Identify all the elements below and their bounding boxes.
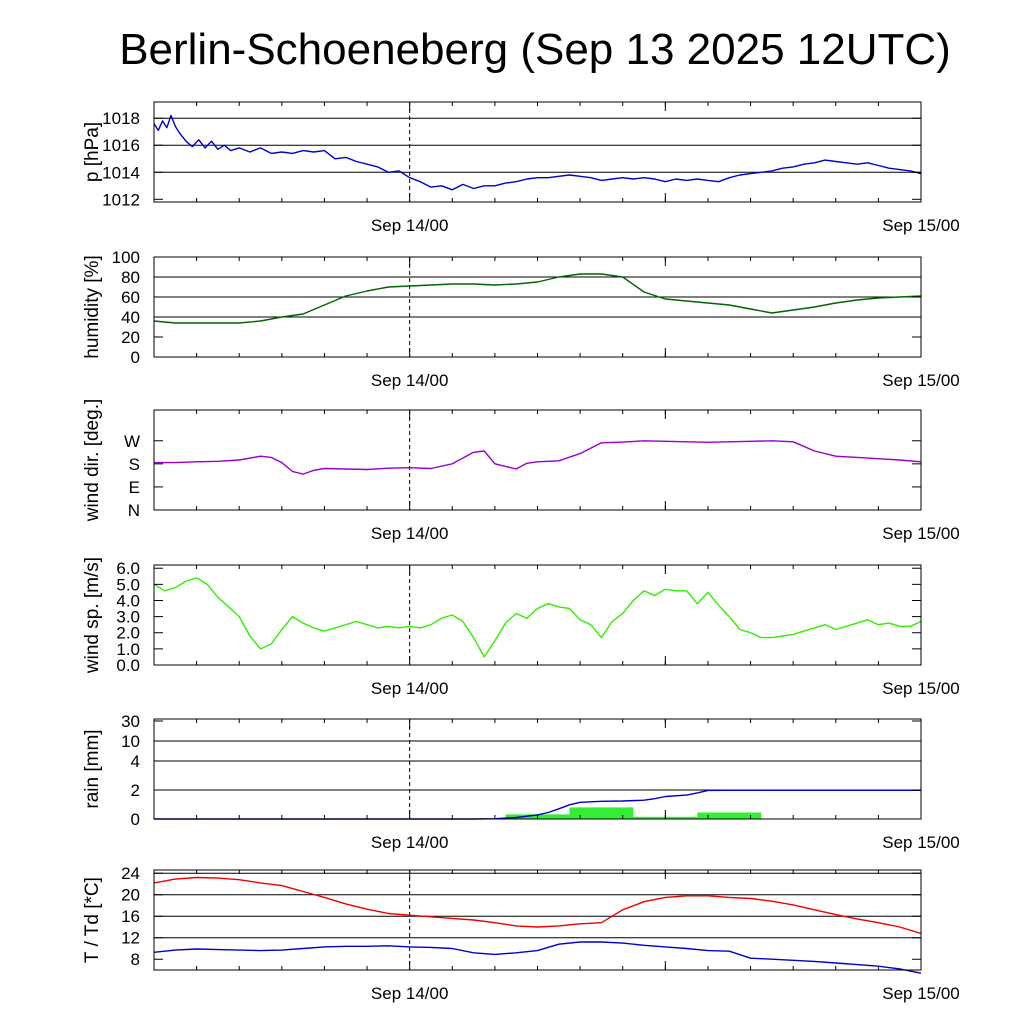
wind_direction-ylabel: wind dir. [deg.] [82, 399, 103, 523]
pressure-ytick-label: 1012 [102, 190, 140, 209]
humidity-ylabel: humidity [%] [82, 255, 103, 358]
wind-speed-panel: 0.01.02.03.04.05.06.0 Sep 14/00 Sep 15/00 w… [82, 557, 960, 698]
rain-bar-3 [697, 812, 762, 819]
temperature-series-td [153, 941, 922, 974]
pressure-panel: 1012 1014 1016 1018 Sep 14/00 Sep 15/00 p [hPa… [82, 101, 960, 235]
wind_direction-xtick-label: Sep 14/00 [371, 524, 449, 543]
wind_speed-ytick-label: 6.0 [116, 559, 140, 578]
humidity-ytick-label: 60 [121, 288, 140, 307]
rain-ytick-label: 30 [121, 712, 140, 731]
humidity-ytick-label: 0 [131, 348, 140, 367]
wind_direction-ytick-label: W [124, 432, 140, 451]
rain-ytick-label: 0 [131, 810, 140, 829]
wind_speed-ytick-label: 2.0 [116, 624, 140, 643]
humidity-plot-frame [153, 256, 922, 358]
wind_speed-ytick-label: 1.0 [116, 640, 140, 659]
rain-series-0 [154, 789, 921, 820]
pressure-series-0 [153, 114, 922, 191]
temperature-ytick-label: 20 [121, 886, 140, 905]
rain-xtick-label: Sep 14/00 [371, 833, 449, 852]
temperature-ytick-label: 16 [121, 907, 140, 926]
humidity-series-0 [153, 273, 922, 324]
wind_speed-xtick-label: Sep 14/00 [371, 679, 449, 698]
wind_speed-ylabel: wind sp. [m/s] [82, 557, 103, 674]
temperature-ylabel: T / Td [*C] [82, 877, 103, 963]
rain-ytick-label: 4 [131, 752, 140, 771]
pressure-ylabel: p [hPa] [82, 122, 103, 182]
humidity-ytick-label: 20 [121, 328, 140, 347]
wind_speed-series-0 [153, 577, 922, 658]
wind_speed-ytick-label: 5.0 [116, 575, 140, 594]
pressure-xtick-label: Sep 15/00 [882, 216, 960, 235]
wind_direction-ytick-label: E [129, 478, 140, 497]
temperature-xtick-label: Sep 14/00 [371, 984, 449, 1003]
humidity-ytick-label: 100 [112, 248, 140, 267]
temperature-panel: 8 12 16 20 24 Sep 14/00 Sep 15/00 T / Td [*C] [82, 864, 960, 1003]
rain-xtick-label: Sep 15/00 [882, 833, 960, 852]
page-title: Berlin-Schoeneberg (Sep 13 2025 12UTC) [119, 25, 951, 74]
pressure-ytick-label: 1014 [102, 163, 140, 182]
temperature-ytick-label: 8 [131, 950, 140, 969]
temperature-plot-frame [153, 869, 922, 971]
wind_direction-xtick-label: Sep 15/00 [882, 524, 960, 543]
rain-plot-frame [153, 718, 922, 820]
wind_speed-ytick-label: 0.0 [116, 656, 140, 675]
rain-bar-1 [569, 807, 634, 819]
pressure-ytick-label: 1016 [102, 136, 140, 155]
temperature-xtick-label: Sep 15/00 [882, 984, 960, 1003]
humidity-xtick-label: Sep 14/00 [371, 371, 449, 390]
wind_speed-ytick-label: 3.0 [116, 608, 140, 627]
wind_direction-plot-frame [153, 409, 922, 511]
humidity-ytick-label: 40 [121, 308, 140, 327]
humidity-ytick-label: 80 [121, 268, 140, 287]
rain-ytick-label: 10 [121, 732, 140, 751]
pressure-xtick-label: Sep 14/00 [371, 216, 449, 235]
wind_direction-ytick-label: N [128, 501, 140, 520]
wind_direction-series-0 [154, 440, 922, 475]
rain-ytick-label: 2 [131, 781, 140, 800]
temperature-ytick-label: 24 [121, 864, 140, 883]
rain-ylabel: rain [mm] [82, 729, 103, 808]
temperature-ytick-label: 12 [121, 929, 140, 948]
wind_speed-ytick-label: 4.0 [116, 591, 140, 610]
humidity-xtick-label: Sep 15/00 [882, 371, 960, 390]
pressure-ytick-label: 1018 [102, 109, 140, 128]
temperature-series-t [153, 876, 922, 935]
wind_direction-ytick-label: S [129, 455, 140, 474]
wind_speed-xtick-label: Sep 15/00 [882, 679, 960, 698]
wind_speed-plot-frame [153, 564, 922, 666]
